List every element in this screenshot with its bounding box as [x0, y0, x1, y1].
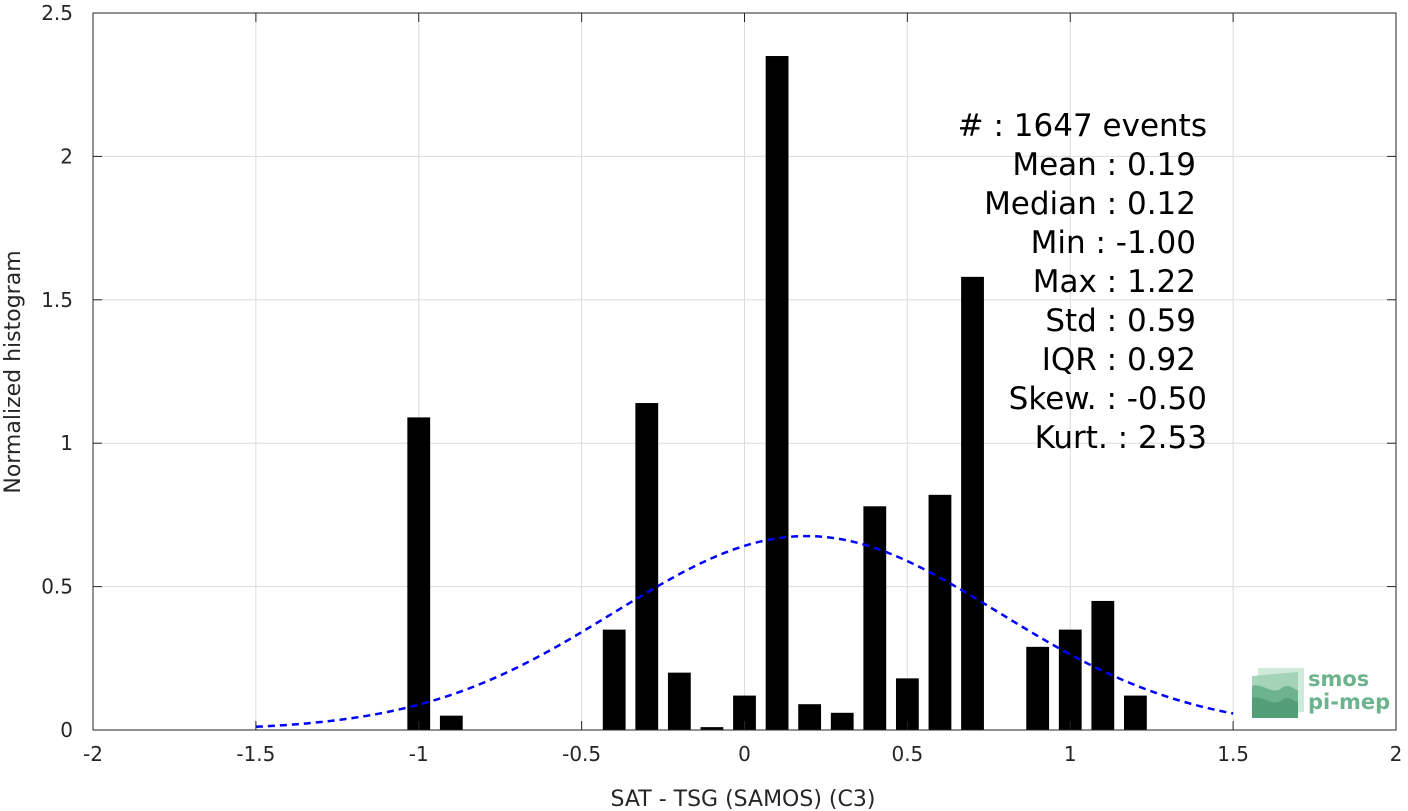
histogram-bar	[863, 506, 887, 730]
histogram-bar	[439, 715, 463, 730]
logo-text-line1: smos	[1308, 667, 1369, 691]
logo-text-line2: pi-mep	[1308, 690, 1390, 714]
stat-line: Skew. : -0.50	[1009, 381, 1207, 417]
histogram-bar	[602, 629, 626, 730]
histogram-bar	[1026, 646, 1050, 730]
stat-line: Min : -1.00	[1031, 225, 1196, 261]
stat-line: Kurt. : 2.53	[1035, 420, 1207, 456]
x-tick-label: -0.5	[562, 742, 601, 766]
y-tick-label: 1	[60, 431, 73, 455]
histogram-bar	[407, 417, 431, 730]
y-tick-label: 2	[60, 144, 73, 168]
histogram-bar	[928, 494, 952, 730]
axes	[92, 12, 1397, 731]
x-axis-label: SAT - TSG (SAMOS) (C3)	[611, 787, 876, 811]
histogram-bar	[1123, 695, 1147, 730]
x-tick-label: -1.5	[236, 742, 275, 766]
x-tick-label: -2	[83, 742, 103, 766]
histogram-bar	[1058, 629, 1082, 730]
y-tick-label: 1.5	[41, 288, 73, 312]
histogram-bar	[765, 56, 789, 730]
stat-line: Mean : 0.19	[1012, 147, 1196, 183]
y-axis-label: Normalized histogram	[1, 250, 26, 493]
x-tick-label: 1	[1064, 742, 1077, 766]
histogram-bar	[895, 678, 919, 730]
x-tick-label: 0	[738, 742, 751, 766]
x-tick-label: -1	[409, 742, 429, 766]
x-tick-label: 1.5	[1217, 742, 1249, 766]
stat-line: Std : 0.59	[1045, 303, 1196, 339]
histogram-bar	[667, 672, 691, 730]
histogram-bar	[1091, 600, 1115, 730]
stat-line: Max : 1.22	[1033, 264, 1196, 300]
y-tick-label: 0	[60, 718, 73, 742]
fit-curve-group	[255, 534, 1234, 729]
histogram-bar	[733, 695, 756, 730]
tick-labels: -2 -1.5 -1 -0.5 0 0.5 1 1.5 2 0 0.5 1 1.5 2 2.5	[41, 1, 1402, 766]
bars	[407, 56, 1147, 730]
histogram-bar	[798, 704, 822, 730]
histogram-bar	[961, 276, 984, 730]
stat-line: Median : 0.12	[984, 186, 1196, 222]
stat-line: # : 1647 events	[958, 108, 1207, 144]
gaussian-fit-curve	[255, 534, 1234, 729]
smos-pimep-logo: smos pi-mep	[1252, 667, 1390, 718]
stat-line: IQR : 0.92	[1042, 342, 1196, 378]
histogram-bar	[700, 727, 724, 730]
y-tick-label: 0.5	[41, 575, 73, 599]
x-tick-label: 0.5	[891, 742, 923, 766]
logo-mark-icon	[1252, 668, 1304, 718]
x-tick-label: 2	[1390, 742, 1403, 766]
y-tick-label: 2.5	[41, 1, 73, 25]
histogram-bar	[635, 403, 659, 730]
histogram-bar	[830, 712, 854, 730]
